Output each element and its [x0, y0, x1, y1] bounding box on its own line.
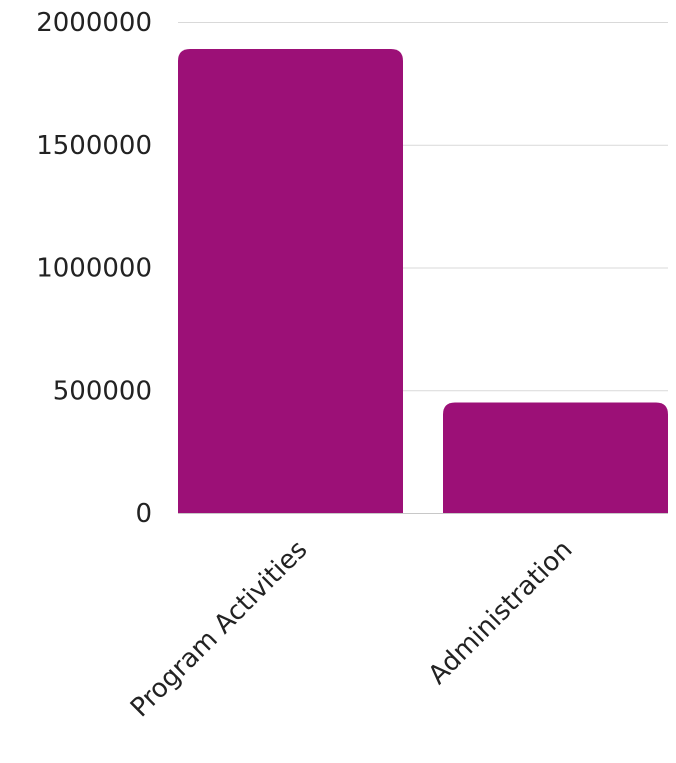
y-tick-label: 1500000: [36, 131, 152, 161]
y-tick-label: 1000000: [36, 254, 152, 284]
y-tick-label: 0: [135, 499, 152, 529]
x-tick-label: Administration: [423, 535, 579, 691]
x-tick-label: Program Activities: [125, 535, 313, 723]
bars: [178, 49, 668, 513]
x-axis-labels: Program Activities Administration: [125, 535, 578, 723]
bar-administration: [443, 402, 668, 513]
y-tick-label: 2000000: [36, 8, 152, 38]
bar-program-activities: [178, 49, 403, 513]
y-axis-ticks: 0 500000 1000000 1500000 2000000: [36, 8, 152, 529]
y-tick-label: 500000: [53, 376, 152, 406]
